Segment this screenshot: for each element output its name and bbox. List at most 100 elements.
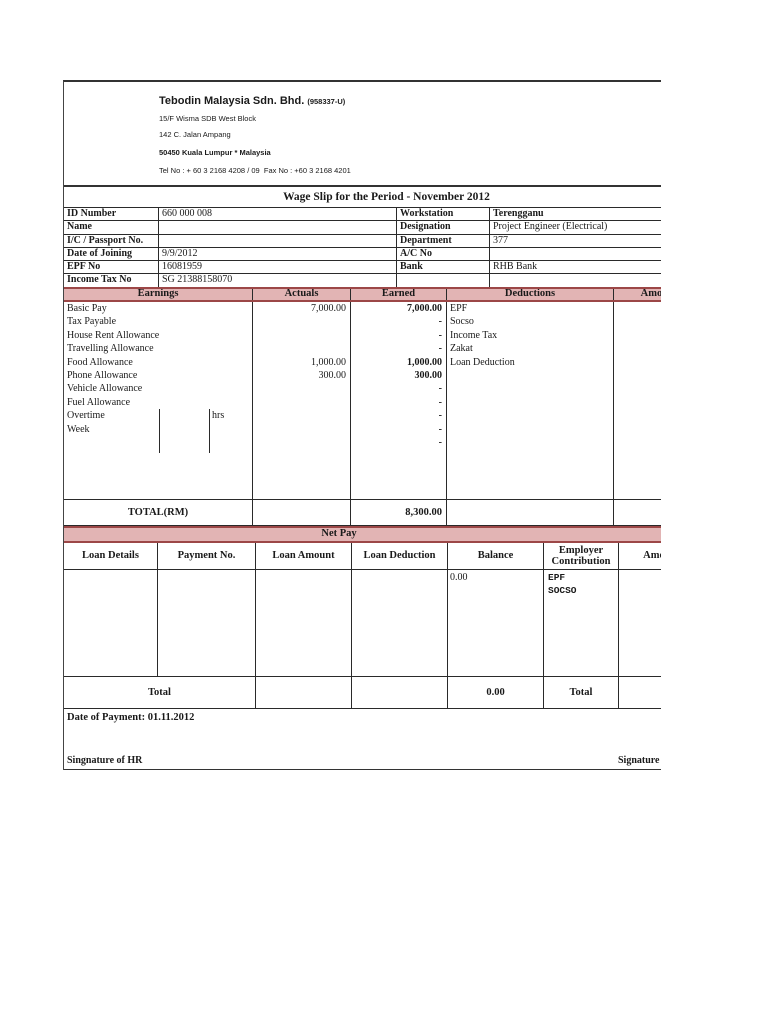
total-actuals-cell xyxy=(253,500,351,525)
loan-total-row: Total 0.00 Total xyxy=(64,676,661,709)
page-bottom-rule xyxy=(64,769,661,770)
amount-cell xyxy=(619,570,661,676)
earnings-total-row: TOTAL(RM) 8,300.00 xyxy=(64,499,661,526)
employer-total-label: Total xyxy=(544,677,619,708)
net-pay-label: Net Pay xyxy=(321,528,357,539)
field-label xyxy=(397,274,490,287)
column-header-payment-no: Payment No. xyxy=(158,543,256,569)
field-value: SG 21388158070 xyxy=(159,274,397,287)
table-row: ID Number 660 000 008 Workstation Tereng… xyxy=(64,208,661,222)
actual-value xyxy=(253,423,350,436)
table-row: Name Designation Project Engineer (Elect… xyxy=(64,221,661,235)
field-label: Department xyxy=(397,234,490,247)
field-value xyxy=(490,248,661,260)
field-value: RHB Bank xyxy=(493,261,538,273)
field-value: 377 xyxy=(493,234,508,246)
earnings-label: Vehicle Allowance xyxy=(67,383,143,395)
table-row: Income Tax No SG 21388158070 xyxy=(64,274,661,288)
company-address-line1: 15/F Wisma SDB West Block xyxy=(159,114,256,123)
deduction-label: EPF xyxy=(450,303,468,314)
column-header-balance: Balance xyxy=(448,543,544,569)
employer-contribution-cell: EPF SOCSO xyxy=(544,570,619,676)
date-of-payment: Date of Payment: 01.11.2012 xyxy=(67,712,195,723)
company-header: Tebodin Malaysia Sdn. Bhd. (958337-U) 15… xyxy=(159,95,351,175)
deduction-label: Loan Deduction xyxy=(450,356,515,368)
loan-total-amount-value-cell xyxy=(619,677,661,708)
actual-value: 7,000.00 xyxy=(311,303,346,314)
actual-value: 300.00 xyxy=(318,369,347,381)
earned-value: - xyxy=(438,343,442,355)
field-label: Name xyxy=(64,221,159,234)
overtime-divider-line xyxy=(209,409,210,453)
wage-slip-page: Tebodin Malaysia Sdn. Bhd. (958337-U) 15… xyxy=(63,80,661,770)
deduction-label: Zakat xyxy=(450,343,473,355)
column-header-earnings: Earnings xyxy=(64,289,253,300)
company-tel-fax: Tel No : + 60 3 2168 4208 / 09 Fax No : … xyxy=(159,166,351,175)
actual-value xyxy=(253,396,350,409)
field-label: EPF No xyxy=(64,261,159,274)
deduction-label xyxy=(447,369,613,382)
loan-details-cell xyxy=(64,570,158,676)
field-value: Project Engineer (Electrical) xyxy=(493,221,608,233)
table-row: EPF No 16081959 Bank RHB Bank xyxy=(64,261,661,275)
company-registration-number: (958337-U) xyxy=(307,97,346,106)
overtime-divider-line xyxy=(159,409,160,453)
field-value xyxy=(159,234,397,247)
earnings-label: Week xyxy=(67,423,90,435)
column-header-employer-contribution: Employer Contribution xyxy=(544,543,619,569)
field-label: Date of Joining xyxy=(64,247,159,261)
table-row: I/C / Passport No. Department 377 xyxy=(64,234,661,248)
deduction-label: Income Tax xyxy=(450,329,498,341)
deduction-label: Socso xyxy=(450,316,474,328)
field-value: 9/9/2012 xyxy=(159,247,397,261)
loan-total-amount-cell xyxy=(256,677,352,708)
earnings-table-body: Basic Pay Tax Payable House Rent Allowan… xyxy=(64,302,661,499)
field-label: Bank xyxy=(397,261,490,274)
signature-hr-label: Singnature of HR xyxy=(67,755,143,766)
company-address-line2: 142 C. Jalan Ampang xyxy=(159,130,231,139)
total-label: TOTAL(RM) xyxy=(64,500,253,525)
company-address-line3: 50450 Kuala Lumpur * Malaysia xyxy=(159,148,271,157)
earnings-label: Travelling Allowance xyxy=(67,343,154,355)
company-name: Tebodin Malaysia Sdn. Bhd. (958337-U) xyxy=(159,95,351,107)
overtime-unit-label: hrs xyxy=(212,410,225,421)
column-header-loan-amount: Loan Amount xyxy=(256,543,352,569)
total-deductions-cell xyxy=(447,500,614,525)
signature-employee-label: Signature of Employee xyxy=(618,755,661,766)
earned-value: - xyxy=(438,410,442,422)
field-value xyxy=(159,221,397,234)
earnings-label: House Rent Allowance xyxy=(67,329,160,341)
earnings-label: Phone Allowance xyxy=(67,369,138,381)
earned-value: - xyxy=(438,329,442,341)
loan-deduction-cell xyxy=(352,570,448,676)
earnings-label: Overtime xyxy=(67,410,105,422)
column-header-loan-deduction: Loan Deduction xyxy=(352,543,448,569)
field-label: Designation xyxy=(397,221,490,234)
earnings-label: Food Allowance xyxy=(67,356,133,368)
employer-contribution-item: SOCSO xyxy=(548,585,577,596)
wage-slip-title: Wage Slip for the Period - November 2012 xyxy=(64,185,661,207)
employee-info-table: ID Number 660 000 008 Workstation Tereng… xyxy=(64,207,661,288)
column-header-amount: Amount xyxy=(643,550,661,562)
earnings-label: Fuel Allowance xyxy=(67,396,131,408)
earned-value: - xyxy=(438,423,442,435)
earned-value: - xyxy=(438,383,442,395)
field-label: ID Number xyxy=(64,208,159,221)
earned-column: 7,000.00 - - - 1,000.00 300.00 - - - - - xyxy=(351,302,447,499)
total-amount-cell xyxy=(614,500,661,525)
field-value: 660 000 008 xyxy=(159,208,397,221)
earned-value: 300.00 xyxy=(414,369,443,381)
earnings-header-row: Earnings Actuals Earned Deductions Amoun… xyxy=(64,287,661,302)
column-header-amount: Amount xyxy=(640,289,661,299)
earnings-label-column: Basic Pay Tax Payable House Rent Allowan… xyxy=(64,302,253,499)
earnings-label: Tax Payable xyxy=(67,316,117,328)
loan-total-label: Total xyxy=(64,677,256,708)
loan-amount-cell xyxy=(256,570,352,676)
actuals-column: 7,000.00 1,000.00 300.00 xyxy=(253,302,351,499)
loan-total-deduction-cell xyxy=(352,677,448,708)
net-pay-row: Net Pay xyxy=(64,526,661,543)
balance-cell: 0.00 xyxy=(448,570,544,676)
column-header-deductions: Deductions xyxy=(447,289,614,300)
company-name-text: Tebodin Malaysia Sdn. Bhd. xyxy=(159,95,305,107)
column-header-actuals: Actuals xyxy=(253,289,351,300)
